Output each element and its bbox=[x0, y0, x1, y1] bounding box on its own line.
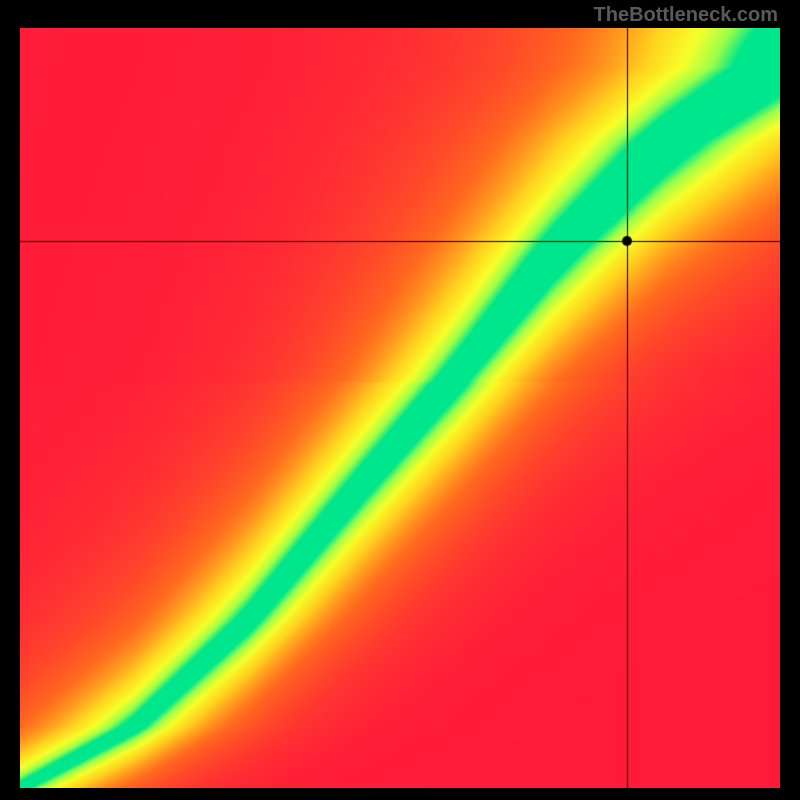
watermark-text: TheBottleneck.com bbox=[594, 4, 778, 27]
heatmap-canvas bbox=[20, 28, 780, 788]
heatmap-chart bbox=[20, 28, 780, 788]
